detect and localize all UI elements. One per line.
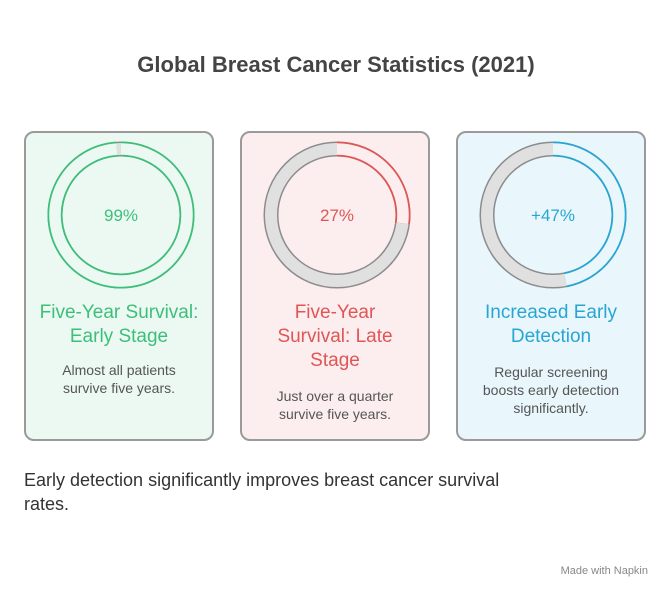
donut: +47% [479,141,627,289]
card: +47% Increased Early Detection Regular scr… [456,131,646,441]
donut: 27% [263,141,411,289]
card-title: Five-Year Survival: Early Stage Almost al… [39,302,199,396]
donut: 99% [47,141,195,289]
value-label: 27% [320,206,354,225]
card-title: Five-Year Survival: Late Stage Just over … [260,301,410,423]
watermark: Made with Napkin [560,565,648,577]
value-label: +47% [531,206,575,225]
ring-value-inner [336,143,409,224]
page-title: Global Breast Cancer Statistics (2021) [137,52,535,77]
ring-value-inner [552,143,625,286]
card-title: Increased Early Detection Regular screeni… [482,302,620,416]
card-caption: Regular screening boosts early detection… [482,364,620,416]
card-caption: Almost all patients survive five years. [62,362,176,396]
card: 27% Five-Year Survival: Late Stage Just ov… [240,131,430,441]
value-label: 99% [104,206,138,225]
summary: Early detection significantly improves b… [24,470,500,514]
card-caption: Just over a quarter survive five years. [276,388,394,422]
ring-value-inner [49,143,193,287]
card: 99% Five-Year Survival: Early Stage Almost… [24,131,214,441]
